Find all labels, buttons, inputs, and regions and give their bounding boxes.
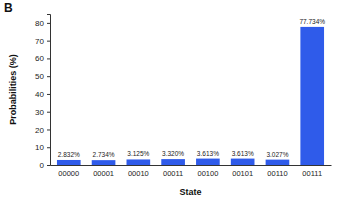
chart: 0 10 20 30 40 50 60 70 80 00000 00001 00010 00011 001…	[0, 0, 337, 199]
y-axis-line	[47, 15, 51, 166]
x-tick: 00000	[58, 165, 79, 178]
y-tick-mark	[47, 76, 50, 77]
data-label: 3.613%	[232, 150, 254, 157]
y-tick: 10	[35, 143, 50, 152]
y-tick-label: 30	[35, 108, 44, 117]
y-tick-mark	[47, 112, 50, 113]
data-label: 3.125%	[127, 150, 149, 157]
x-tick-label: 00101	[232, 169, 253, 178]
x-tick-label: 00000	[58, 169, 79, 178]
bars	[57, 27, 324, 165]
y-tick-mark	[47, 58, 50, 59]
x-tick-label: 00111	[302, 169, 322, 178]
plot: 0 10 20 30 40 50 60 70 80 00000 00001 00010 00011 001…	[35, 15, 331, 179]
x-tick-label: 00100	[197, 169, 218, 178]
x-tick: 00100	[197, 165, 218, 178]
y-tick-label: 80	[35, 19, 44, 28]
bar	[266, 160, 290, 165]
y-tick-mark	[47, 129, 50, 130]
x-tick-label: 00001	[93, 169, 114, 178]
y-tick-mark	[47, 165, 50, 166]
y-tick-mark	[47, 94, 50, 95]
y-axis: 0 10 20 30 40 50 60 70 80	[35, 15, 50, 171]
bar	[231, 159, 255, 165]
x-tick-label: 00011	[163, 169, 183, 178]
y-tick-label: 70	[35, 37, 44, 46]
y-tick: 40	[35, 90, 50, 99]
data-label: 3.027%	[266, 151, 288, 158]
data-labels: 2.832% 2.734% 3.125% 3.320% 3.613% 3.613% 3.02…	[58, 18, 326, 158]
y-tick: 60	[35, 54, 50, 63]
data-label: 77.734%	[299, 18, 325, 25]
y-tick-label: 0	[40, 161, 45, 170]
x-tick: 00001	[93, 165, 114, 178]
y-tick-mark	[47, 23, 50, 24]
data-label: 2.832%	[58, 151, 80, 158]
x-tick-label: 00010	[128, 169, 149, 178]
x-axis-line	[51, 165, 332, 166]
y-tick-label: 20	[35, 126, 44, 135]
x-axis: 00000 00001 00010 00011 00100 00101 00110 00111	[51, 165, 332, 178]
y-tick-mark	[47, 41, 50, 42]
x-tick: 00011	[163, 165, 183, 178]
y-axis-title: Probabilities (%)	[8, 54, 18, 125]
bar	[161, 159, 185, 165]
y-tick: 70	[35, 37, 50, 46]
y-tick-mark	[47, 147, 50, 148]
data-label: 3.613%	[197, 150, 219, 157]
x-tick: 00010	[128, 165, 149, 178]
data-label: 3.320%	[162, 150, 184, 157]
y-tick-label: 10	[35, 143, 44, 152]
y-tick: 20	[35, 126, 50, 135]
y-tick: 0	[40, 161, 50, 170]
x-tick: 00110	[267, 165, 287, 178]
bar	[57, 160, 81, 165]
bar	[127, 159, 151, 165]
bar	[300, 27, 324, 165]
bar	[196, 159, 220, 165]
y-tick: 30	[35, 108, 50, 117]
y-tick-label: 50	[35, 72, 44, 81]
y-tick: 50	[35, 72, 50, 81]
y-tick-label: 60	[35, 54, 44, 63]
x-tick: 00111	[302, 165, 322, 178]
bar	[92, 160, 116, 165]
x-tick-label: 00110	[267, 169, 287, 178]
y-tick: 80	[35, 19, 50, 28]
data-label: 2.734%	[93, 151, 115, 158]
x-axis-title: State	[179, 187, 201, 197]
x-tick: 00101	[232, 165, 253, 178]
title: B	[4, 1, 13, 15]
y-tick-label: 40	[35, 90, 44, 99]
